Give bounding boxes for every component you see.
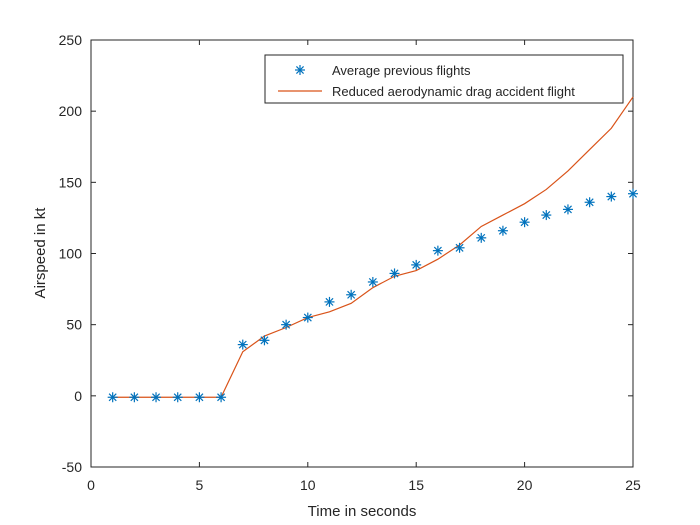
legend: Average previous flights Reduced aerodyn… (264, 54, 624, 104)
ticks-layer: 0 5 10 15 20 25 -50 0 50 100 150 200 250 (59, 32, 641, 493)
y-tick-label: 0 (74, 388, 82, 404)
y-tick-label: 200 (59, 103, 83, 119)
data-point-average-previous-flights (107, 392, 118, 403)
data-point-average-previous-flights (606, 191, 617, 202)
data-point-average-previous-flights (129, 392, 140, 403)
y-tick-label: 50 (66, 317, 82, 333)
data-point-average-previous-flights (259, 335, 270, 346)
data-point-average-previous-flights (432, 245, 443, 256)
data-point-average-previous-flights (237, 339, 248, 350)
legend-box (264, 54, 624, 104)
data-point-average-previous-flights (411, 259, 422, 270)
x-tick-label: 20 (517, 477, 533, 493)
plot-area (90, 39, 634, 468)
legend-label-reduced-drag-flight: Reduced aerodynamic drag accident flight (332, 84, 575, 99)
x-tick-label: 0 (87, 477, 95, 493)
data-point-average-previous-flights (194, 392, 205, 403)
data-point-average-previous-flights (519, 217, 530, 228)
data-point-average-previous-flights (151, 392, 162, 403)
data-point-average-previous-flights (172, 392, 183, 403)
y-tick-label: -50 (62, 459, 82, 475)
data-point-average-previous-flights (541, 210, 552, 221)
data-point-average-previous-flights (324, 296, 335, 307)
x-tick-label: 10 (300, 477, 316, 493)
data-point-average-previous-flights (367, 276, 378, 287)
data-point-average-previous-flights (562, 204, 573, 215)
series-layer (107, 96, 638, 403)
data-point-average-previous-flights (389, 268, 400, 279)
y-axis-label: Airspeed in kt (32, 207, 49, 299)
data-point-average-previous-flights (302, 312, 313, 323)
data-point-average-previous-flights (216, 392, 227, 403)
data-point-average-previous-flights (281, 319, 292, 330)
data-point-average-previous-flights (584, 197, 595, 208)
y-tick-label: 150 (59, 174, 83, 190)
x-axis-label: Time in seconds (308, 503, 417, 520)
legend-label-average-previous-flights: Average previous flights (332, 63, 471, 78)
data-point-average-previous-flights (497, 225, 508, 236)
x-tick-label: 5 (196, 477, 204, 493)
y-tick-label: 100 (59, 246, 83, 262)
x-tick-label: 25 (625, 477, 641, 493)
data-point-average-previous-flights (454, 242, 465, 253)
x-tick-label: 15 (408, 477, 424, 493)
y-tick-label: 250 (59, 32, 83, 48)
legend-asterisk-icon (295, 65, 305, 75)
legend-marker-average-previous-flights (295, 65, 305, 75)
data-point-average-previous-flights (628, 188, 638, 199)
data-point-average-previous-flights (476, 232, 487, 243)
data-point-average-previous-flights (346, 289, 357, 300)
